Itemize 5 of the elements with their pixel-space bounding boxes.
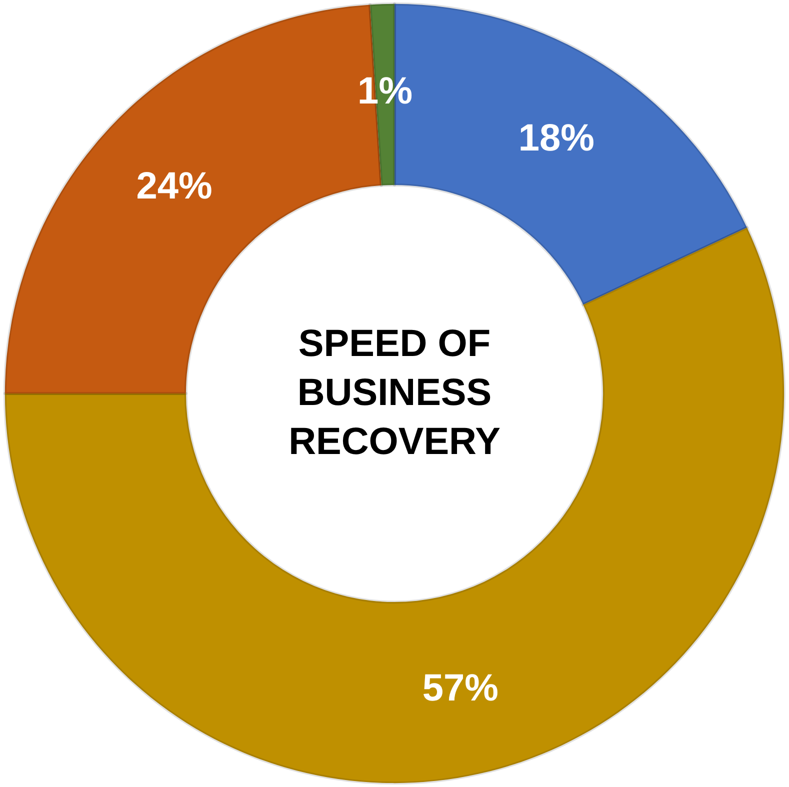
- data-label: 57%: [422, 667, 498, 710]
- text: SPEED OF BUSINESS RECOVERY: [288, 321, 502, 466]
- data-label: 24%: [136, 166, 212, 208]
- data-label: 18%: [518, 117, 594, 160]
- data-label: 1%: [358, 70, 412, 113]
